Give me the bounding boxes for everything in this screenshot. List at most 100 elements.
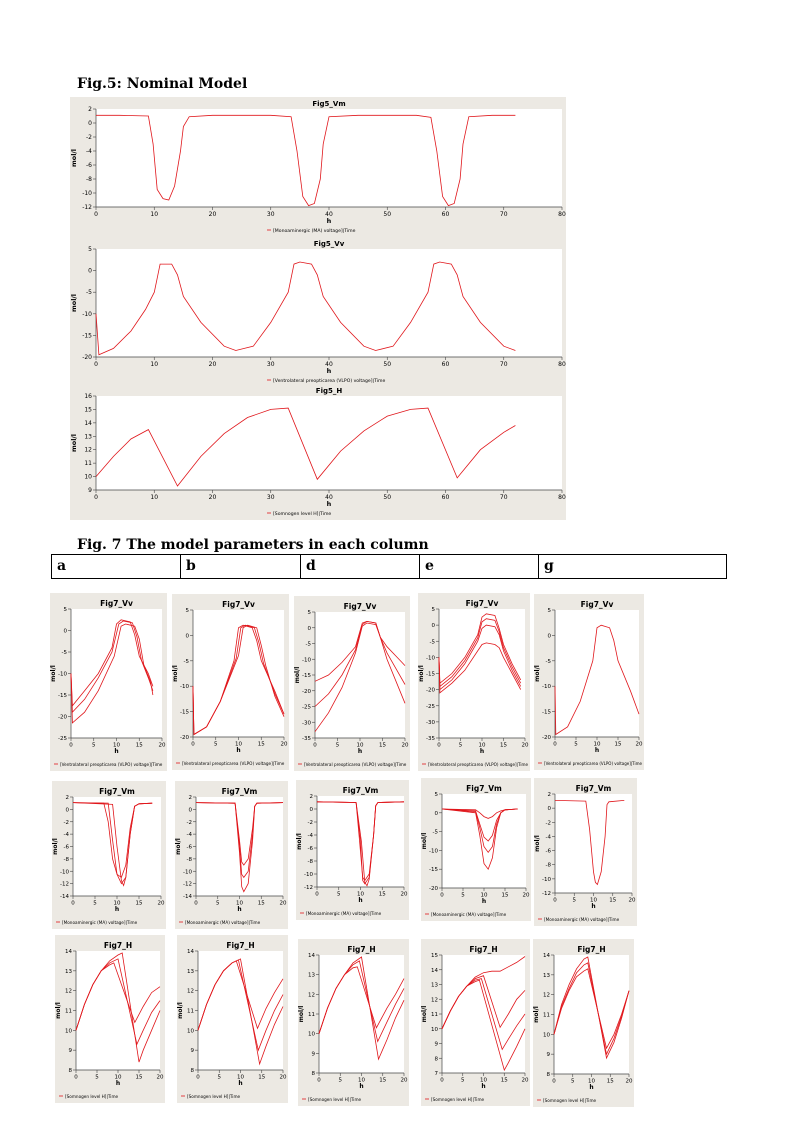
y-tick-label: -4 [187, 832, 193, 838]
fig7-h-b-svg: Fig7_H 14 13 12 11 10 9 80 5 10 15 20 h mol/l [Somnoge… [177, 941, 287, 1099]
y-tick-label: 0 [189, 807, 193, 813]
y-tick-label: 10 [65, 1028, 72, 1034]
y-tick-label: 0 [66, 807, 70, 813]
x-tick-label: 10 [357, 743, 364, 749]
x-axis-label: h [482, 898, 486, 905]
y-tick-label: 0 [88, 268, 92, 275]
x-axis-label: h [114, 748, 118, 755]
y-tick-label: 12 [308, 992, 315, 998]
x-tick-label: 0 [194, 901, 198, 907]
y-tick-label: -20 [302, 689, 311, 695]
column-a-cell: a [52, 555, 181, 578]
legend-label: [Somnogen level H]|Time [308, 1097, 362, 1102]
x-tick-label: 10 [358, 1078, 365, 1084]
y-tick-label: -15 [542, 710, 551, 716]
x-tick-label: 50 [383, 494, 391, 501]
y-tick-label: -10 [426, 655, 435, 661]
x-axis-label: h [358, 748, 362, 755]
fig7-h-e-svg: Fig7_H 15 14 13 12 11 10 9 8 70 5 10 15 20 h mol/l [Somn… [421, 945, 529, 1102]
y-tick-label: 0 [88, 120, 92, 127]
x-axis-label: h [116, 1080, 120, 1087]
x-tick-label: 40 [325, 361, 333, 368]
y-tick-label: 13 [187, 969, 194, 975]
chart-title: Fig7_Vm [576, 784, 612, 793]
y-tick-label: 16 [84, 393, 92, 400]
x-tick-label: 60 [442, 494, 450, 501]
x-tick-label: 5 [571, 1079, 575, 1085]
legend-label: [Ventrolateral preopticarea (VLPO) volta… [60, 762, 163, 767]
y-tick-label: -6 [308, 846, 314, 852]
x-tick-label: 70 [500, 494, 508, 501]
y-axis-label: mol/l [70, 149, 78, 167]
y-axis-label: mol/l [175, 838, 182, 855]
y-tick-label: -5 [546, 659, 552, 665]
chart-title: Fig5_H [316, 387, 343, 395]
x-tick-label: 5 [337, 892, 341, 898]
x-axis-label: h [236, 747, 240, 754]
y-tick-label: 9 [191, 1048, 195, 1054]
y-tick-label: -10 [58, 672, 67, 678]
x-tick-label: 10 [150, 211, 158, 218]
legend-label: [Monoaminergic (MA) voltage]|Time [273, 228, 356, 234]
y-tick-label: 9 [312, 1051, 316, 1057]
x-tick-label: 20 [209, 494, 217, 501]
series-line-4 [438, 642, 522, 694]
series-line-1 [554, 800, 625, 886]
y-tick-label: -35 [302, 736, 311, 742]
y-tick-label: -10 [180, 684, 189, 690]
x-tick-label: 20 [280, 901, 287, 907]
fig7-vv-g-panel: Fig7_Vv 5 0 -5 -10 -15 -20 0 5 10 15 20 h mol/l [Ventr… [534, 594, 644, 770]
legend-label: [Somnogen level H]|Time [273, 511, 331, 517]
x-tick-label: 0 [94, 494, 98, 501]
y-tick-label: 5 [186, 608, 190, 614]
y-tick-label: -15 [58, 693, 67, 699]
series-line-3 [318, 956, 405, 1061]
fig7-vm-g-plot-area [555, 794, 632, 893]
chart-title: Fig7_Vm [343, 786, 379, 795]
fig7-h-d-svg: Fig7_H 14 13 12 11 10 9 80 5 10 15 20 h mol/l [Somnoge… [298, 945, 408, 1102]
y-tick-label: 9 [69, 1048, 73, 1054]
y-axis-label: mol/l [294, 667, 301, 684]
y-tick-label: -12 [183, 882, 192, 888]
y-tick-label: 8 [547, 1072, 551, 1078]
fig7-h-d-panel: Fig7_H 14 13 12 11 10 9 8 0 5 10 15 20 h mol/l [Somnoge… [298, 939, 409, 1106]
y-tick-label: 14 [543, 953, 550, 959]
x-tick-label: 20 [158, 901, 165, 907]
x-tick-label: 10 [113, 743, 120, 749]
y-axis-label: mol/l [52, 838, 59, 855]
x-tick-label: 0 [440, 893, 444, 899]
x-tick-label: 15 [258, 901, 265, 907]
y-tick-label: -4 [86, 148, 92, 155]
y-tick-label: -8 [64, 857, 70, 863]
y-tick-label: -20 [180, 735, 189, 741]
x-tick-label: 0 [94, 211, 98, 218]
x-axis-label: h [327, 217, 332, 225]
chart-title: Fig7_H [469, 945, 497, 954]
legend-label: [Ventrolateral preopticarea (VLPO) volta… [304, 762, 407, 767]
x-tick-label: 0 [437, 743, 441, 749]
y-tick-label: 9 [547, 1052, 551, 1058]
fig7-vv-d-panel: Fig7_Vv 5 0 -5 -10 -15 -20 -25 -30 -35 0 5 10 15 20 h mo… [294, 596, 410, 771]
x-tick-label: 15 [258, 1075, 265, 1081]
y-tick-label: -12 [542, 891, 551, 897]
y-tick-label: 8 [312, 1071, 316, 1077]
x-tick-label: 10 [235, 742, 242, 748]
y-tick-label: 9 [435, 1042, 439, 1048]
y-tick-label: 11 [308, 1012, 315, 1018]
fig7-h-g-svg: Fig7_H 14 13 12 11 10 9 80 5 10 15 20 h mol/l [Somnoge… [533, 945, 633, 1103]
chart-title: Fig7_Vv [581, 600, 614, 609]
x-tick-label: 60 [442, 211, 450, 218]
chart-title: Fig7_H [226, 941, 254, 950]
x-tick-label: 5 [573, 898, 577, 904]
y-tick-label: 12 [84, 447, 92, 454]
x-tick-label: 30 [267, 211, 275, 218]
legend-label: [Monoaminergic (MA) voltage]|Time [62, 920, 138, 925]
fig7-h-g-plot-area [554, 955, 629, 1074]
y-tick-label: -2 [187, 820, 192, 826]
